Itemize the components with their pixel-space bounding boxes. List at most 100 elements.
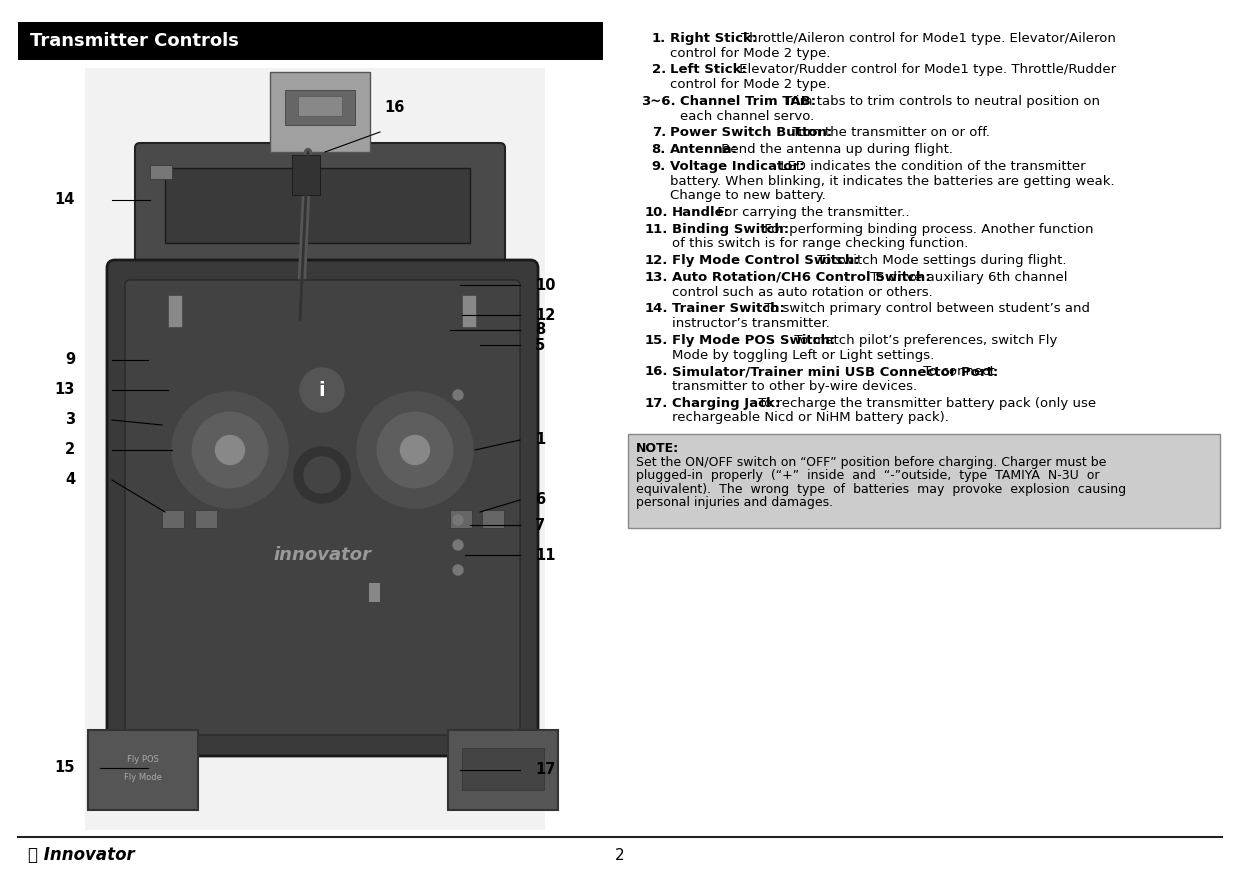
Text: Power Switch Button:: Power Switch Button: bbox=[670, 126, 832, 139]
Bar bbox=[450, 510, 472, 528]
Text: 15: 15 bbox=[55, 760, 74, 775]
Text: 3~6.: 3~6. bbox=[641, 95, 676, 108]
Text: Ⓒ Innovator: Ⓒ Innovator bbox=[29, 846, 135, 864]
Text: Set the ON/OFF switch on “OFF” position before charging. Charger must be: Set the ON/OFF switch on “OFF” position … bbox=[636, 456, 1106, 468]
Text: control for Mode 2 type.: control for Mode 2 type. bbox=[670, 46, 831, 60]
Text: 16.: 16. bbox=[645, 365, 668, 378]
Text: LED indicates the condition of the transmitter: LED indicates the condition of the trans… bbox=[776, 160, 1086, 173]
Circle shape bbox=[300, 368, 343, 412]
Text: 2: 2 bbox=[615, 847, 625, 862]
Text: Bend the antenna up during flight.: Bend the antenna up during flight. bbox=[717, 143, 954, 156]
Bar bbox=[463, 748, 544, 790]
Text: 1: 1 bbox=[534, 432, 546, 447]
Text: To match pilot’s preferences, switch Fly: To match pilot’s preferences, switch Fly bbox=[790, 334, 1058, 346]
Text: transmitter to other by-wire devices.: transmitter to other by-wire devices. bbox=[672, 380, 918, 393]
Bar bbox=[150, 165, 172, 179]
Text: 9: 9 bbox=[64, 353, 74, 367]
Text: 7.: 7. bbox=[652, 126, 666, 139]
Text: 11: 11 bbox=[534, 547, 556, 562]
Text: 17: 17 bbox=[534, 762, 556, 778]
Text: 4: 4 bbox=[64, 473, 74, 488]
Text: Fly POS: Fly POS bbox=[126, 755, 159, 765]
Text: personal injuries and damages.: personal injuries and damages. bbox=[636, 496, 833, 510]
Text: To switch primary control between student’s and: To switch primary control between studen… bbox=[760, 303, 1090, 316]
Bar bbox=[482, 510, 503, 528]
Text: i: i bbox=[319, 381, 325, 400]
Text: Mode by toggling Left or Light settings.: Mode by toggling Left or Light settings. bbox=[672, 348, 934, 361]
Circle shape bbox=[192, 412, 268, 488]
Text: of this switch is for range checking function.: of this switch is for range checking fun… bbox=[672, 238, 968, 251]
Bar bbox=[463, 295, 476, 327]
Text: innovator: innovator bbox=[273, 546, 371, 564]
Text: 11.: 11. bbox=[645, 223, 668, 236]
Bar bbox=[270, 72, 370, 152]
Text: 16: 16 bbox=[384, 101, 405, 116]
Text: Right Stick:: Right Stick: bbox=[670, 32, 758, 45]
Bar bbox=[86, 68, 546, 830]
Text: instructor’s transmitter.: instructor’s transmitter. bbox=[672, 317, 830, 330]
Bar bbox=[88, 730, 198, 810]
Circle shape bbox=[216, 436, 244, 465]
Circle shape bbox=[453, 515, 463, 525]
Bar bbox=[162, 510, 184, 528]
Text: Binding Switch:: Binding Switch: bbox=[672, 223, 789, 236]
Text: Trainer Switch:: Trainer Switch: bbox=[672, 303, 785, 316]
Text: Auto Rotation/CH6 Control Switch:: Auto Rotation/CH6 Control Switch: bbox=[672, 271, 931, 284]
Bar bbox=[195, 510, 217, 528]
Text: Charging Jack:: Charging Jack: bbox=[672, 396, 780, 410]
Text: Elevator/Rudder control for Mode1 type. Throttle/Rudder: Elevator/Rudder control for Mode1 type. … bbox=[735, 63, 1116, 76]
Text: Fly Mode Control Switch:: Fly Mode Control Switch: bbox=[672, 254, 859, 267]
Bar bbox=[285, 90, 355, 125]
Text: Antenna:: Antenna: bbox=[670, 143, 738, 156]
Text: 8.: 8. bbox=[652, 143, 666, 156]
Circle shape bbox=[357, 392, 472, 508]
Text: control for Mode 2 type.: control for Mode 2 type. bbox=[670, 78, 831, 91]
Text: 2.: 2. bbox=[652, 63, 666, 76]
Text: Fly Mode: Fly Mode bbox=[124, 774, 162, 782]
Text: Change to new battery.: Change to new battery. bbox=[670, 189, 826, 203]
Text: To recharge the transmitter battery pack (only use: To recharge the transmitter battery pack… bbox=[754, 396, 1096, 410]
Text: Transmitter Controls: Transmitter Controls bbox=[30, 32, 239, 50]
Circle shape bbox=[304, 457, 340, 493]
Text: To connect: To connect bbox=[919, 365, 996, 378]
Text: 15.: 15. bbox=[645, 334, 668, 346]
Text: battery. When blinking, it indicates the batteries are getting weak.: battery. When blinking, it indicates the… bbox=[670, 175, 1115, 188]
Circle shape bbox=[453, 540, 463, 550]
FancyBboxPatch shape bbox=[125, 280, 520, 735]
Text: control such as auto rotation or others.: control such as auto rotation or others. bbox=[672, 286, 932, 298]
Bar bbox=[19, 22, 603, 60]
Bar bbox=[167, 295, 182, 327]
Text: To switch Mode settings during flight.: To switch Mode settings during flight. bbox=[813, 254, 1066, 267]
Text: 13.: 13. bbox=[645, 271, 668, 284]
Text: 2: 2 bbox=[64, 443, 74, 458]
Text: Trim tabs to trim controls to neutral position on: Trim tabs to trim controls to neutral po… bbox=[780, 95, 1100, 108]
Text: To drive auxiliary 6th channel: To drive auxiliary 6th channel bbox=[867, 271, 1068, 284]
Circle shape bbox=[377, 412, 453, 488]
Text: 3: 3 bbox=[64, 412, 74, 427]
Text: 17.: 17. bbox=[645, 396, 668, 410]
Bar bbox=[298, 96, 342, 116]
Bar bbox=[291, 155, 320, 195]
Circle shape bbox=[453, 390, 463, 400]
Text: 7: 7 bbox=[534, 517, 546, 532]
Circle shape bbox=[401, 436, 429, 465]
Text: 10.: 10. bbox=[645, 206, 668, 219]
Circle shape bbox=[294, 447, 350, 503]
FancyBboxPatch shape bbox=[107, 260, 538, 756]
Text: 12.: 12. bbox=[645, 254, 668, 267]
Text: For performing binding process. Another function: For performing binding process. Another … bbox=[760, 223, 1094, 236]
Bar bbox=[368, 582, 379, 602]
Text: 12: 12 bbox=[534, 308, 556, 323]
Text: Simulator/Trainer mini USB Connector Port:: Simulator/Trainer mini USB Connector Por… bbox=[672, 365, 998, 378]
Text: 10: 10 bbox=[534, 277, 556, 293]
Text: Turn the transmitter on or off.: Turn the transmitter on or off. bbox=[787, 126, 990, 139]
Text: each channel servo.: each channel servo. bbox=[680, 110, 815, 123]
Text: 6: 6 bbox=[534, 493, 546, 508]
Circle shape bbox=[453, 565, 463, 575]
Bar bbox=[627, 434, 1220, 528]
Bar bbox=[448, 730, 558, 810]
Circle shape bbox=[172, 392, 288, 508]
Bar bbox=[165, 168, 470, 243]
Text: 1.: 1. bbox=[652, 32, 666, 45]
FancyBboxPatch shape bbox=[135, 143, 505, 273]
